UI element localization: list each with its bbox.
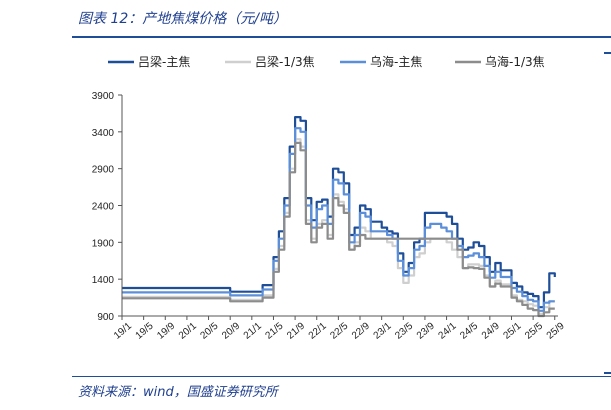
source-note: 资料来源：wind，国盛证券研究所 <box>78 385 278 400</box>
x-tick-label: 21/9 <box>285 320 307 341</box>
legend: 吕梁-主焦 吕梁-1/3焦 乌海-主焦 乌海-1/3焦 <box>108 54 545 69</box>
x-tick-label: 23/5 <box>393 320 415 341</box>
x-tick-label: 23/9 <box>415 320 437 341</box>
x-tick-label: 25/5 <box>523 320 545 341</box>
x-tick-label: 22/9 <box>350 320 372 341</box>
x-tick-label: 24/5 <box>458 320 480 341</box>
x-tick-label: 24/1 <box>437 320 459 341</box>
x-tick-label: 24/9 <box>480 320 502 341</box>
x-tick-label: 23/1 <box>372 320 394 341</box>
series-line <box>122 141 555 318</box>
y-tick-label: 900 <box>97 312 114 323</box>
x-tick-label: 21/1 <box>242 320 264 341</box>
y-tick-label: 2900 <box>92 165 115 176</box>
x-tick-label: 25/9 <box>545 320 567 341</box>
legend-label: 吕梁-1/3焦 <box>255 54 315 69</box>
footer-rule <box>72 376 611 377</box>
y-tick-label: 2400 <box>92 202 115 213</box>
x-tick-label: 19/5 <box>134 320 156 341</box>
figure-title: 图表 12：产地焦煤价格（元/吨） <box>78 11 287 27</box>
legend-label: 乌海-1/3焦 <box>485 54 545 69</box>
y-tick-label: 1400 <box>92 275 115 286</box>
x-tick-label: 20/1 <box>177 320 199 341</box>
right-edge-mark <box>604 52 611 54</box>
x-tick-label: 20/5 <box>199 320 221 341</box>
x-tick-label: 20/9 <box>220 320 242 341</box>
header-rule <box>72 36 611 38</box>
x-tick-label: 19/1 <box>112 320 134 341</box>
legend-label: 乌海-主焦 <box>370 54 422 69</box>
x-tick-label: 22/1 <box>307 320 329 341</box>
legend-label: 吕梁-主焦 <box>138 54 190 69</box>
x-tick-label: 21/5 <box>263 320 285 341</box>
y-tick-label: 3900 <box>92 91 115 102</box>
series-line <box>122 127 555 312</box>
right-edge-mark-bottom <box>604 372 611 374</box>
x-tick-label: 19/9 <box>155 320 177 341</box>
y-tick-label: 1900 <box>92 238 115 249</box>
y-tick-label: 3400 <box>92 128 115 139</box>
x-tick-label: 25/1 <box>501 320 523 341</box>
x-tick-label: 22/5 <box>328 320 350 341</box>
series-layer <box>122 116 556 318</box>
